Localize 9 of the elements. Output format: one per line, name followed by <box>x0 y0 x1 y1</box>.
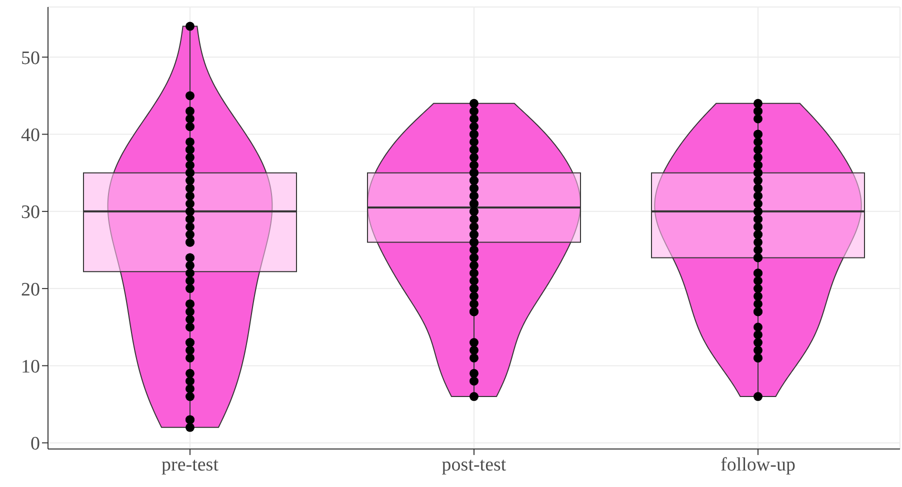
x-tick-label: follow-up <box>720 454 796 476</box>
x-tick-label: post-test <box>442 454 507 476</box>
y-tick-label: 20 <box>21 279 40 300</box>
x-tick-label: pre-test <box>162 454 220 476</box>
y-tick-label: 0 <box>30 434 40 455</box>
y-tick-label: 30 <box>21 202 40 224</box>
y-tick-label: 40 <box>21 125 40 146</box>
y-tick-label: 10 <box>21 356 40 378</box>
y-tick-label: 50 <box>21 48 40 69</box>
